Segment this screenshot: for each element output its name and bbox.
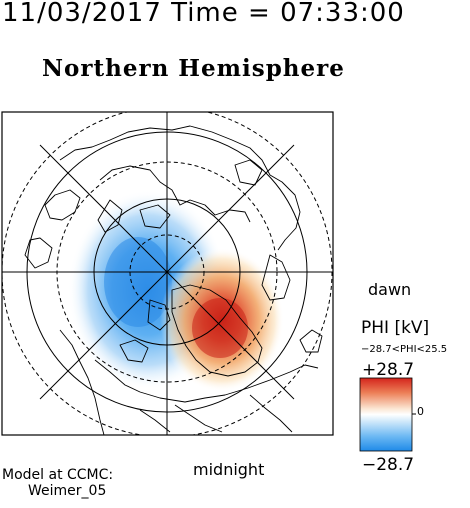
midnight-label: midnight — [193, 460, 265, 479]
model-credit-line1: Model at CCMC: — [2, 467, 114, 483]
colorbar-range-text: −28.7<PHI<25.5 — [361, 344, 448, 355]
colorbar-max-label: +28.7 — [362, 360, 415, 380]
positive-potential-cell-core — [192, 298, 248, 358]
colorbar-title: PHI [kV] — [361, 318, 430, 338]
meridian-diagonal-2 — [39, 144, 295, 400]
model-credit: Model at CCMC: Weimer_05 — [2, 467, 113, 499]
hemisphere-title: Northern Hemisphere — [42, 55, 345, 82]
colorbar-min-label: −28.7 — [362, 455, 415, 475]
dawn-label: dawn — [368, 280, 412, 299]
model-credit-line2: Weimer_05 — [28, 483, 107, 499]
colorbar — [359, 377, 413, 452]
coastlines — [24, 125, 323, 435]
timestamp-title: 11/03/2017 Time = 07:33:00 — [2, 0, 405, 28]
colorbar-zero-label: 0 — [417, 405, 424, 418]
